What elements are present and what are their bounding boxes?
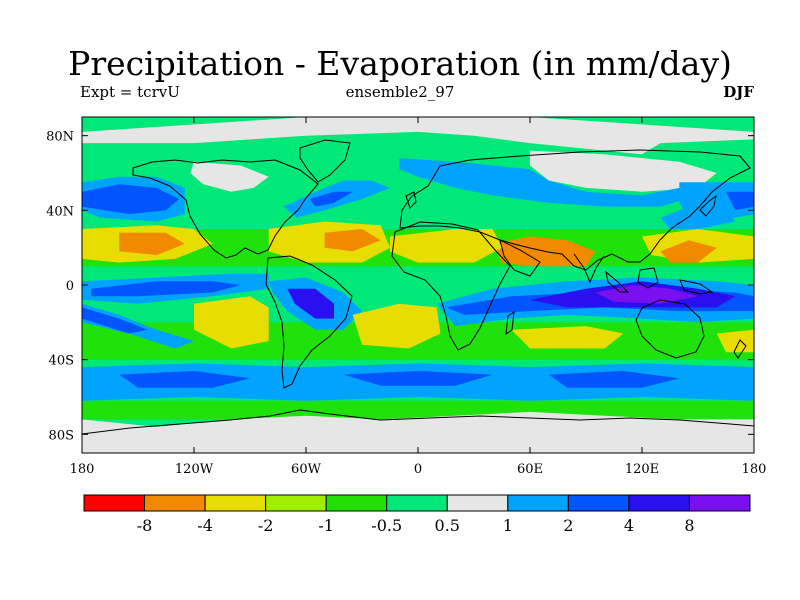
colorbar-label-6: 1	[503, 516, 513, 535]
y-tick-label-2: 0	[66, 279, 74, 294]
x-tick-label-3: 0	[414, 462, 422, 477]
coastline-africa	[391, 221, 511, 351]
region-sahara-yellow	[390, 229, 502, 263]
region-itcz-pacific-dark	[91, 281, 241, 297]
x-tick-label-2: 60W	[291, 462, 322, 477]
colorbar: -8 -4 -2 -1 -0.5 0.5 1 2 4 8	[83, 494, 751, 535]
region-antarctic-grey	[82, 411, 754, 453]
region-subtropic-orange-n-atlantic	[324, 229, 381, 252]
region-s-indian-yellow	[511, 326, 624, 349]
x-tick-label-5: 120E	[625, 462, 659, 477]
axis-tick-layer: 180 120W 60W 0 60E 120E 180 80N 40N 0 40S 80S	[46, 117, 766, 477]
coastline-new-zealand	[733, 339, 747, 359]
region-w-pacific-orange	[660, 240, 717, 263]
region-southern-ocean-dark-2	[343, 370, 493, 386]
coastline-north-america	[132, 159, 319, 259]
colorbar-label-7: 2	[563, 516, 573, 535]
x-tick-label-6: 180	[742, 462, 767, 477]
coastline-sumatra	[605, 270, 630, 293]
coastline-uk	[405, 191, 417, 209]
region-maritime-violet	[595, 285, 698, 304]
colorbar-swatch-1	[144, 494, 206, 512]
region-e-pacific-yellow	[194, 296, 269, 349]
colorbar-swatch-9	[628, 494, 690, 512]
colorbar-label-5: 0.5	[435, 516, 460, 535]
colorbar-label-9: 8	[684, 516, 694, 535]
region-southern-ocean-dark	[119, 370, 250, 388]
region-siberia-grey	[530, 150, 717, 192]
y-tick-label-0: 80N	[46, 130, 74, 145]
chart-title: Precipitation - Evaporation (in mm/day)	[68, 44, 732, 83]
x-tick-label-1: 120W	[175, 462, 214, 477]
colorbar-swatch-3	[265, 494, 327, 512]
region-north-pacific-dark	[82, 184, 180, 215]
coastline-layer	[82, 139, 754, 435]
coastline-india	[573, 253, 605, 284]
region-eurasia-blue	[399, 158, 698, 207]
region-subtropic-orange-n-pacific	[119, 232, 185, 256]
region-north-pacific-dark-west	[726, 191, 754, 211]
colorbar-swatch-10	[688, 494, 751, 512]
coastline-greenland	[299, 139, 351, 183]
season-label: DJF	[723, 83, 754, 101]
coastline-antarctica	[82, 409, 754, 435]
region-amazon-dark	[287, 288, 334, 319]
colorbar-swatch-2	[204, 494, 267, 512]
y-tick-label-1: 40N	[46, 204, 74, 219]
colorbar-swatch-6	[446, 494, 509, 512]
x-tick-label-0: 180	[70, 462, 95, 477]
x-tick-label-4: 60E	[517, 462, 543, 477]
coastline-new-guinea	[679, 279, 714, 295]
colorbar-label-0: -8	[137, 516, 153, 535]
colorbar-label-4: -0.5	[371, 516, 402, 535]
colorbar-label-3: -1	[318, 516, 334, 535]
colorbar-swatch-0	[83, 494, 146, 512]
y-tick-label-4: 80S	[49, 428, 74, 443]
latitude-band-3	[82, 400, 754, 420]
colorbar-swatch-8	[567, 494, 630, 512]
coastline-arabia	[499, 239, 541, 277]
colorbar-swatch-4	[325, 494, 388, 512]
colorbar-label-2: -2	[258, 516, 274, 535]
colorbar-label-8: 4	[624, 516, 634, 535]
coastline-south-america	[265, 255, 353, 389]
coastline-australia	[635, 299, 705, 359]
region-s-atlantic-yellow	[352, 303, 441, 349]
colorbar-swatch-7	[507, 494, 569, 512]
experiment-label: Expt = tcrvU	[80, 83, 180, 101]
coastline-madagascar	[505, 310, 515, 336]
colorbar-swatch-5	[386, 494, 448, 512]
region-arctic-ice	[82, 117, 754, 155]
coastline-eurasia	[399, 149, 751, 271]
region-s-pacific-yellow-east	[716, 329, 754, 353]
colorbar-label-1: -4	[197, 516, 213, 535]
coastline-japan	[699, 194, 717, 217]
region-southern-ocean-dark-3	[548, 370, 680, 388]
coastline-borneo	[637, 267, 659, 289]
region-north-america-grey	[190, 161, 269, 192]
region-north-atlantic-dark	[309, 191, 353, 207]
y-tick-label-3: 40S	[49, 354, 74, 369]
region-spcz-dark	[82, 307, 148, 334]
ensemble-label: ensemble2_97	[345, 83, 455, 101]
